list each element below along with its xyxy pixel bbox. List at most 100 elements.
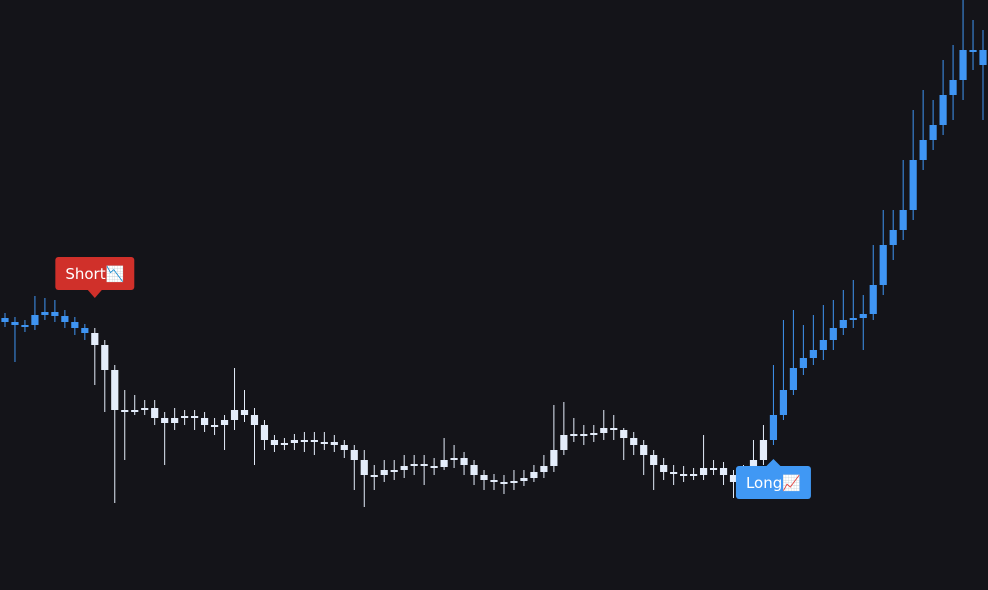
candle-body xyxy=(879,245,887,285)
candle-body xyxy=(330,442,338,445)
candle-body xyxy=(230,410,239,420)
candle-body xyxy=(370,475,378,477)
candle-body xyxy=(789,368,797,390)
candle-body xyxy=(590,433,598,435)
signal-text: Long📈 xyxy=(746,474,801,492)
candle-body xyxy=(799,358,807,368)
candle-body xyxy=(630,438,638,445)
candle-body xyxy=(450,458,458,460)
candle-body xyxy=(121,410,129,412)
candle-body xyxy=(310,440,318,442)
candle-body xyxy=(191,416,199,418)
candle-body xyxy=(959,50,967,80)
candle-body xyxy=(480,475,488,480)
candle-body xyxy=(909,160,917,210)
candle-body xyxy=(300,440,308,442)
candle-body xyxy=(600,428,608,433)
candle-body xyxy=(530,472,538,478)
signal-pointer xyxy=(87,290,102,298)
candle-body xyxy=(430,466,438,468)
candle-body xyxy=(210,425,219,427)
candle-body xyxy=(680,474,688,476)
candle-body xyxy=(580,434,588,436)
candle-body xyxy=(699,468,708,475)
signal-box xyxy=(55,257,135,290)
candle-body xyxy=(410,464,418,466)
candle-body xyxy=(899,210,907,230)
candle-body xyxy=(520,478,528,481)
candle-body xyxy=(11,322,19,325)
candle-body xyxy=(220,420,229,425)
candle-body xyxy=(270,440,279,445)
candle-body xyxy=(829,328,837,340)
candle-body xyxy=(510,481,518,483)
candle-body xyxy=(849,318,857,320)
candle-body xyxy=(1,318,9,322)
candle-body xyxy=(500,482,508,484)
candle-body xyxy=(31,315,39,325)
candle-body xyxy=(181,416,189,418)
candle-body xyxy=(380,470,388,475)
candle-body xyxy=(759,440,768,460)
candle-body xyxy=(690,474,698,476)
candle-body xyxy=(560,435,568,450)
candle-body xyxy=(670,472,678,474)
candle-body xyxy=(141,408,149,410)
candle-body xyxy=(640,445,648,455)
candle-body xyxy=(200,418,209,425)
candle-body xyxy=(919,140,927,160)
candle-body xyxy=(819,340,827,350)
candle-body xyxy=(660,465,668,472)
candle-body xyxy=(350,450,358,460)
candle-body xyxy=(979,50,987,65)
candle-body xyxy=(460,458,468,465)
signal-label: Short📉 xyxy=(55,257,135,298)
candle-body xyxy=(889,230,897,245)
candle-body xyxy=(949,80,957,95)
candle-body xyxy=(729,475,738,482)
candle-body xyxy=(61,316,69,322)
candle-body xyxy=(91,333,99,345)
signal-label: Long📈 xyxy=(735,459,811,499)
candle-body xyxy=(240,410,249,415)
candle-body xyxy=(550,450,558,466)
candle-body xyxy=(869,285,877,314)
candle-body xyxy=(470,465,478,475)
candle-body xyxy=(71,322,79,328)
candle-body xyxy=(610,428,618,430)
candle-body xyxy=(151,408,159,418)
candle-body xyxy=(620,430,628,438)
candle-body xyxy=(320,442,328,444)
candle-body xyxy=(41,312,49,315)
candle-body xyxy=(280,443,289,445)
candle-body xyxy=(161,418,169,423)
candle-body xyxy=(171,418,179,423)
candle-body xyxy=(340,445,348,450)
candle-body xyxy=(809,350,817,358)
candle-body xyxy=(290,440,298,443)
signal-text: Short📉 xyxy=(65,265,124,283)
candle-body xyxy=(769,415,778,440)
candle-body xyxy=(719,468,728,475)
candle-body xyxy=(709,468,718,470)
candle-body xyxy=(939,95,947,125)
candle-body xyxy=(400,466,408,470)
candle-body xyxy=(390,470,398,472)
candle-body xyxy=(440,460,448,467)
candle-body xyxy=(260,425,269,440)
candle-body xyxy=(21,325,29,327)
candle-body xyxy=(111,370,119,410)
candle-body xyxy=(490,480,498,482)
signal-pointer xyxy=(766,459,781,466)
candle-body xyxy=(650,455,658,465)
candle-body xyxy=(360,460,368,475)
candle-body xyxy=(839,320,847,328)
candle-body xyxy=(420,464,428,466)
candle-body xyxy=(570,434,578,436)
candle-body xyxy=(131,410,139,412)
candle-body xyxy=(540,466,548,472)
signal-box xyxy=(735,466,811,499)
candle-body xyxy=(51,312,59,316)
candle-body xyxy=(969,50,977,52)
